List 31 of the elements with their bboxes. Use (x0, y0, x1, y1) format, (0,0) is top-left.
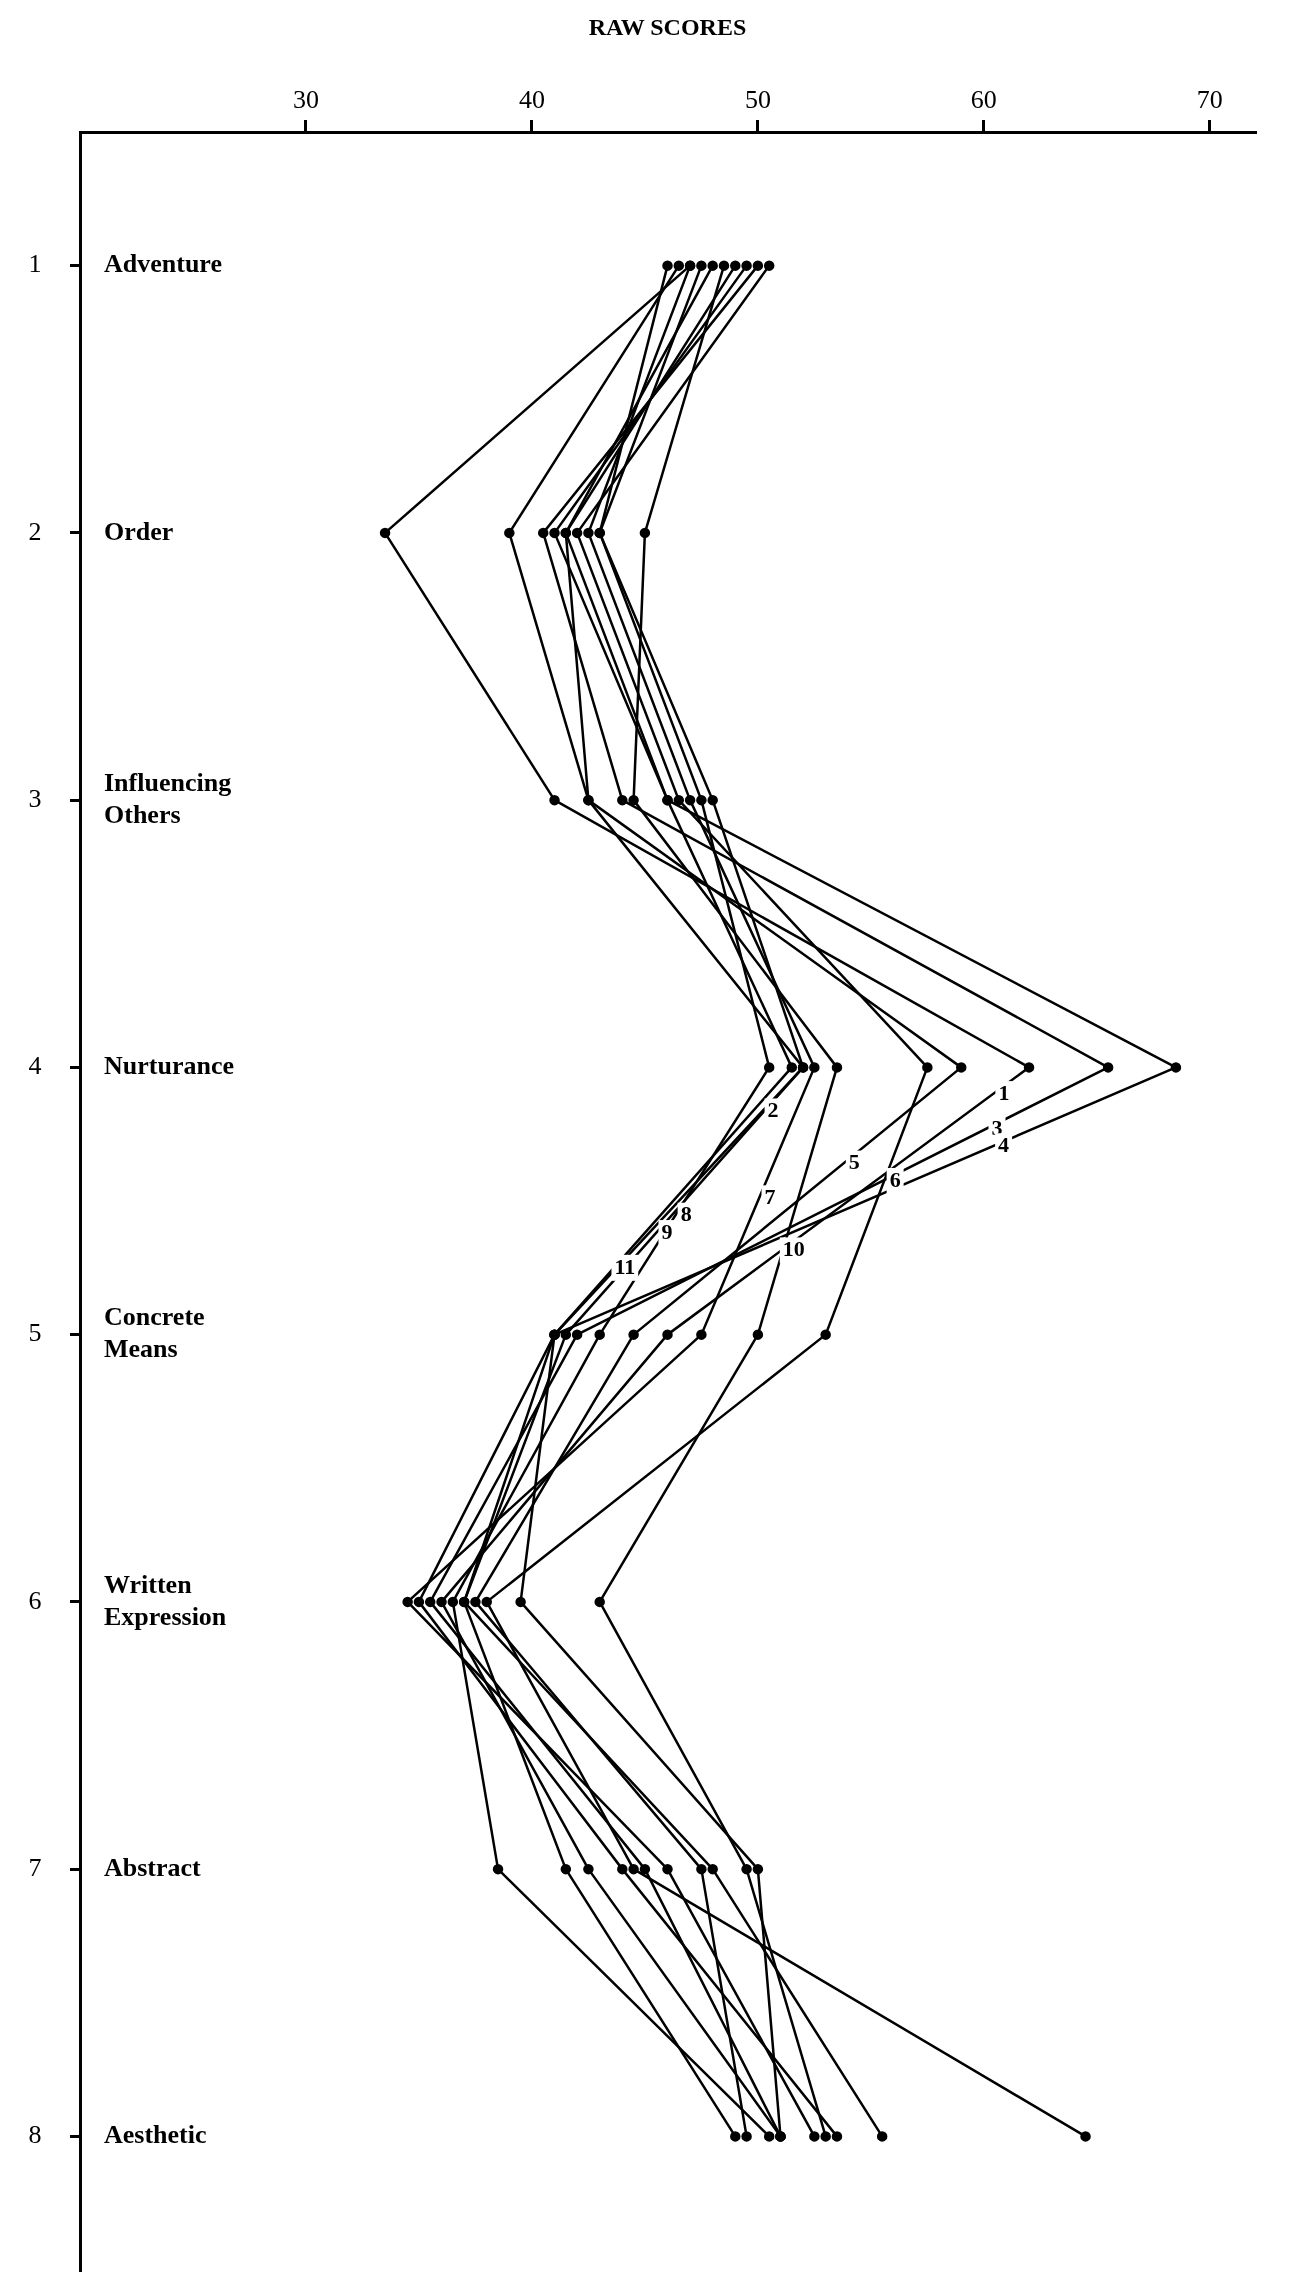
text: 7 (28, 1852, 42, 1882)
y-tick-label: Nurturance (104, 1051, 234, 1081)
x-axis-title: RAW SCORES (588, 13, 747, 40)
x-tick-label: 40 (518, 85, 545, 115)
y-tick-label: Influencing Others (104, 767, 232, 829)
y-tick-label: Concrete Means (104, 1302, 205, 1364)
y-tick-label: Order (104, 516, 174, 546)
text: 6 (28, 1585, 42, 1615)
series-label: 8 (680, 1201, 692, 1227)
text: 5 (28, 1318, 42, 1348)
series-label: 6 (889, 1166, 901, 1192)
series-label: 11 (614, 1253, 636, 1279)
x-tick-label: 50 (744, 85, 771, 115)
text: 1 (28, 249, 42, 279)
y-tick-label: Aesthetic (104, 2120, 207, 2150)
text: 3 (28, 783, 42, 813)
series-label: 7 (764, 1184, 776, 1210)
x-tick-label: 60 (970, 85, 997, 115)
y-tick-label: Written Expression (104, 1569, 227, 1631)
x-tick-label: 30 (292, 85, 319, 115)
series-label: 9 (661, 1218, 673, 1244)
series-label: 5 (848, 1149, 860, 1175)
series-label: 1 (998, 1079, 1010, 1105)
x-tick-label: 70 (1196, 85, 1223, 115)
text: 8 (28, 2120, 42, 2150)
series-label: 2 (767, 1097, 779, 1123)
y-tick-label: Abstract (104, 1852, 202, 1882)
y-tick-label: Adventure (104, 249, 222, 279)
text: 2 (28, 516, 42, 546)
series-label: 10 (782, 1236, 805, 1262)
text: 4 (28, 1051, 42, 1081)
